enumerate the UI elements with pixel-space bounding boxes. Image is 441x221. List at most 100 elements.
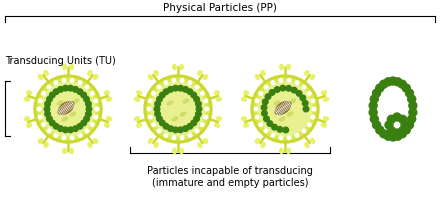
Circle shape: [280, 85, 286, 91]
Ellipse shape: [149, 139, 153, 143]
Circle shape: [409, 108, 417, 116]
Ellipse shape: [324, 97, 329, 101]
Ellipse shape: [305, 143, 309, 147]
Ellipse shape: [242, 117, 247, 120]
Circle shape: [370, 95, 378, 103]
Circle shape: [389, 77, 397, 85]
Circle shape: [81, 92, 86, 98]
Ellipse shape: [25, 97, 30, 101]
Circle shape: [62, 136, 66, 139]
Ellipse shape: [280, 149, 283, 154]
Circle shape: [157, 116, 162, 122]
Ellipse shape: [154, 143, 158, 147]
Circle shape: [370, 115, 378, 123]
Circle shape: [373, 121, 381, 129]
Ellipse shape: [217, 117, 221, 120]
Ellipse shape: [183, 99, 189, 103]
Ellipse shape: [105, 124, 109, 127]
Circle shape: [398, 130, 406, 138]
Circle shape: [180, 78, 184, 82]
Circle shape: [261, 105, 267, 110]
Ellipse shape: [305, 71, 309, 75]
Ellipse shape: [310, 139, 314, 143]
Ellipse shape: [27, 124, 32, 127]
Ellipse shape: [137, 124, 142, 127]
Circle shape: [86, 111, 91, 117]
Circle shape: [191, 120, 197, 126]
Ellipse shape: [93, 139, 97, 143]
Circle shape: [271, 81, 275, 84]
Circle shape: [296, 91, 302, 96]
Circle shape: [369, 102, 377, 110]
Circle shape: [168, 87, 173, 92]
Circle shape: [90, 123, 94, 126]
Circle shape: [204, 115, 208, 119]
Circle shape: [303, 100, 308, 106]
Circle shape: [37, 107, 41, 111]
Circle shape: [154, 106, 160, 112]
Circle shape: [302, 85, 306, 89]
Circle shape: [195, 129, 199, 133]
Circle shape: [152, 123, 155, 126]
Circle shape: [204, 99, 208, 103]
Circle shape: [45, 111, 50, 117]
Circle shape: [191, 92, 197, 98]
Circle shape: [178, 127, 183, 133]
Circle shape: [183, 87, 188, 92]
Ellipse shape: [261, 71, 265, 75]
Circle shape: [54, 133, 58, 137]
Circle shape: [84, 96, 90, 102]
Circle shape: [173, 127, 178, 133]
Ellipse shape: [25, 117, 30, 120]
Circle shape: [201, 91, 204, 95]
Circle shape: [157, 129, 161, 133]
Circle shape: [311, 115, 314, 119]
Circle shape: [168, 126, 173, 131]
Ellipse shape: [324, 117, 329, 120]
Circle shape: [173, 85, 178, 91]
Circle shape: [90, 91, 94, 95]
Circle shape: [264, 116, 269, 122]
Ellipse shape: [180, 112, 186, 116]
Ellipse shape: [172, 117, 178, 121]
Circle shape: [311, 99, 314, 103]
Ellipse shape: [261, 143, 265, 147]
Circle shape: [172, 136, 176, 139]
Circle shape: [63, 127, 68, 133]
Circle shape: [264, 129, 268, 133]
Text: Transducing Units (TU): Transducing Units (TU): [5, 56, 116, 66]
Circle shape: [157, 85, 161, 89]
Circle shape: [302, 129, 306, 133]
Circle shape: [399, 127, 407, 135]
Circle shape: [157, 96, 162, 102]
Ellipse shape: [105, 91, 109, 95]
Ellipse shape: [255, 139, 259, 143]
Circle shape: [86, 101, 91, 107]
Ellipse shape: [275, 101, 291, 114]
Circle shape: [62, 78, 66, 82]
Ellipse shape: [203, 139, 208, 143]
Circle shape: [267, 121, 273, 126]
Circle shape: [402, 84, 410, 92]
Circle shape: [187, 124, 193, 129]
Circle shape: [394, 78, 402, 86]
Ellipse shape: [274, 101, 280, 105]
Circle shape: [34, 75, 102, 143]
Circle shape: [163, 124, 169, 129]
Circle shape: [401, 121, 409, 129]
Circle shape: [295, 133, 299, 137]
Ellipse shape: [203, 75, 208, 79]
Circle shape: [95, 107, 99, 111]
Circle shape: [398, 80, 406, 88]
Circle shape: [172, 78, 176, 82]
Circle shape: [147, 78, 209, 140]
Circle shape: [85, 129, 89, 133]
Circle shape: [78, 133, 82, 137]
Circle shape: [369, 108, 377, 116]
Ellipse shape: [167, 101, 173, 105]
Circle shape: [279, 136, 283, 139]
Circle shape: [407, 95, 416, 103]
Ellipse shape: [198, 143, 202, 147]
Ellipse shape: [44, 143, 48, 147]
Circle shape: [152, 91, 155, 95]
